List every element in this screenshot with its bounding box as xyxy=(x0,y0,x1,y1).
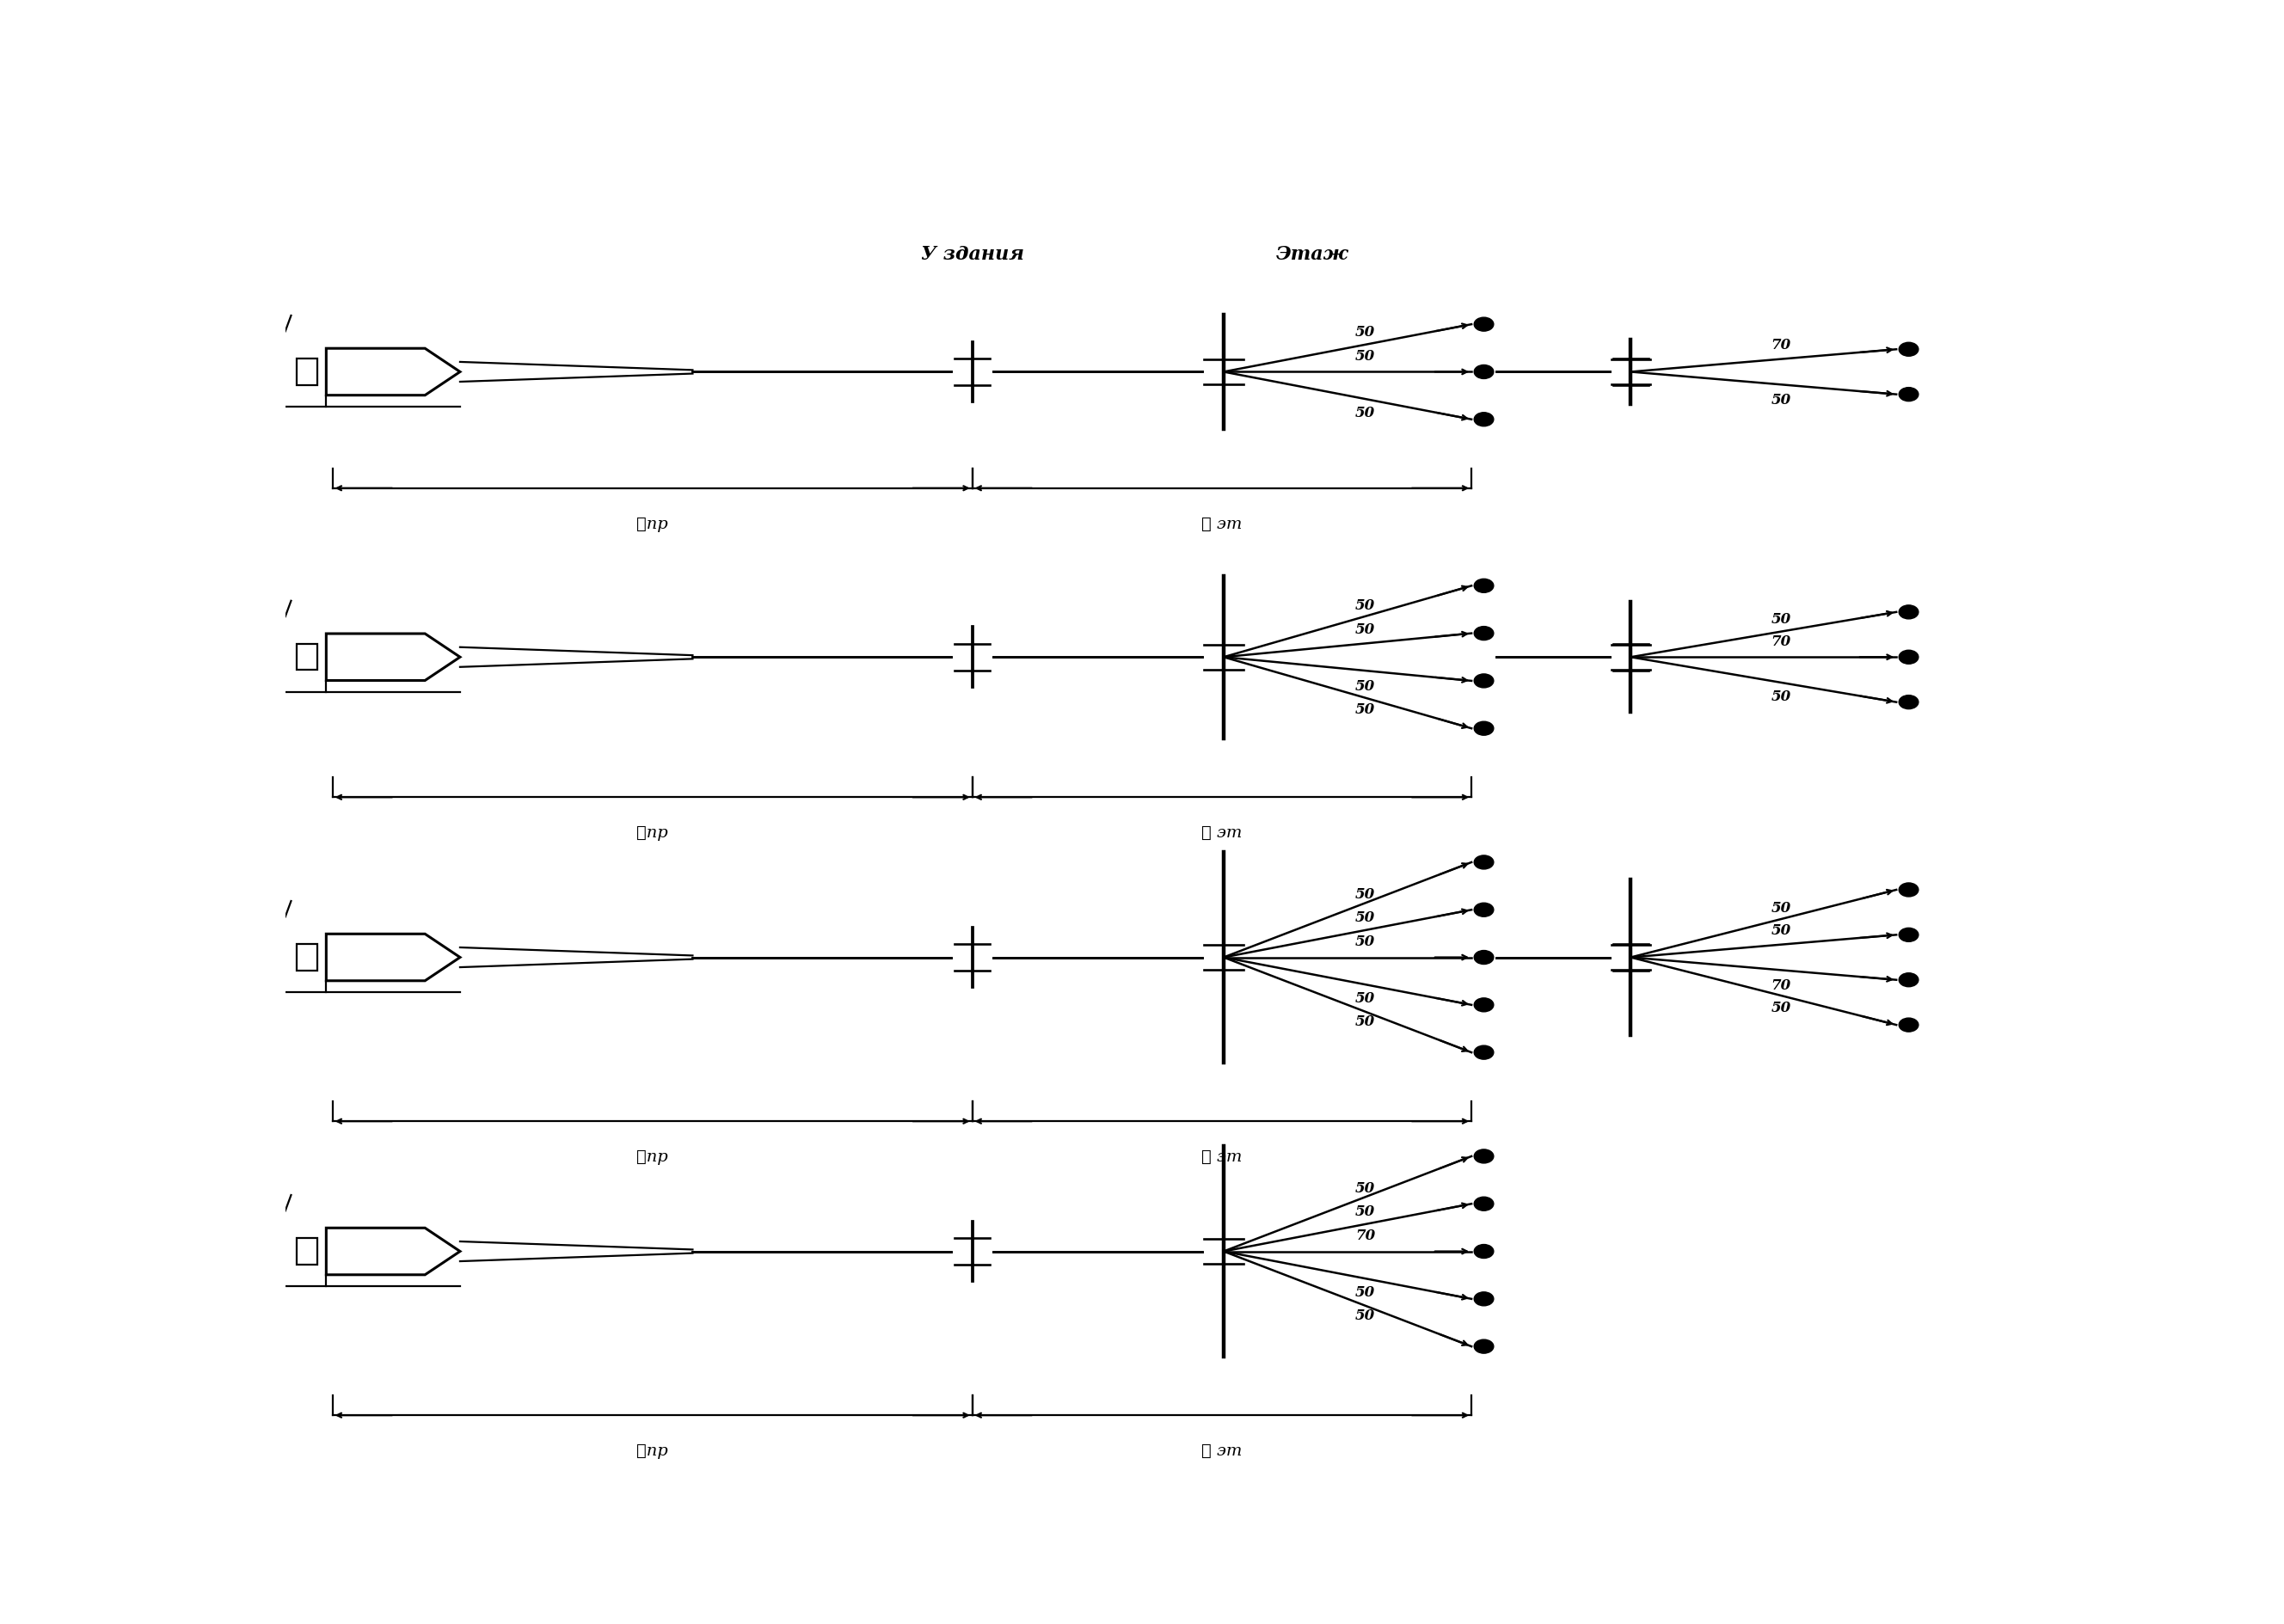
Circle shape xyxy=(1898,388,1919,401)
Text: 50: 50 xyxy=(1354,349,1375,364)
Text: ℓ эт: ℓ эт xyxy=(1201,1150,1242,1164)
Text: 50: 50 xyxy=(1354,598,1375,612)
Text: 50: 50 xyxy=(1770,689,1791,703)
Text: 50: 50 xyxy=(1770,612,1791,627)
Text: ℓ эт: ℓ эт xyxy=(1201,516,1242,531)
Text: 50: 50 xyxy=(1354,1307,1375,1322)
Text: 50: 50 xyxy=(1354,1181,1375,1195)
Text: ℓпр: ℓпр xyxy=(637,825,669,841)
Circle shape xyxy=(1473,856,1494,869)
Circle shape xyxy=(1473,318,1494,331)
Polygon shape xyxy=(199,361,233,411)
Text: 50: 50 xyxy=(1354,887,1375,901)
Circle shape xyxy=(1473,1244,1494,1259)
Text: 50: 50 xyxy=(1354,404,1375,419)
Circle shape xyxy=(1898,695,1919,710)
Circle shape xyxy=(1473,365,1494,380)
Text: 70: 70 xyxy=(1770,338,1791,352)
Circle shape xyxy=(1473,1293,1494,1306)
Text: 50: 50 xyxy=(1354,702,1375,716)
Bar xyxy=(297,945,317,971)
Circle shape xyxy=(1473,674,1494,689)
Text: 50: 50 xyxy=(1770,1000,1791,1015)
Circle shape xyxy=(1473,1046,1494,1059)
Text: У здания: У здания xyxy=(920,245,1023,263)
Circle shape xyxy=(1473,950,1494,965)
Circle shape xyxy=(1473,999,1494,1012)
Circle shape xyxy=(1898,929,1919,942)
Circle shape xyxy=(1898,973,1919,987)
Text: 50: 50 xyxy=(1354,325,1375,339)
Text: 50: 50 xyxy=(1354,1205,1375,1220)
Text: Этаж: Этаж xyxy=(1277,245,1348,263)
Bar xyxy=(297,645,317,671)
Text: 70: 70 xyxy=(1770,633,1791,648)
Circle shape xyxy=(1898,606,1919,619)
Text: 50: 50 xyxy=(1770,900,1791,914)
Circle shape xyxy=(1473,723,1494,736)
Text: 70: 70 xyxy=(1770,978,1791,992)
Text: 70: 70 xyxy=(1354,1228,1375,1242)
Text: 50: 50 xyxy=(1770,393,1791,408)
Polygon shape xyxy=(199,947,233,996)
Circle shape xyxy=(1473,1197,1494,1212)
Text: 50: 50 xyxy=(1354,1013,1375,1028)
Circle shape xyxy=(1473,903,1494,918)
Circle shape xyxy=(1473,580,1494,593)
Text: 50: 50 xyxy=(1354,911,1375,926)
Circle shape xyxy=(1473,412,1494,427)
Circle shape xyxy=(1898,651,1919,664)
Text: 50: 50 xyxy=(1354,679,1375,693)
Text: ℓ эт: ℓ эт xyxy=(1201,825,1242,841)
Polygon shape xyxy=(199,1241,233,1289)
Circle shape xyxy=(1473,1150,1494,1163)
Text: ℓпр: ℓпр xyxy=(637,1150,669,1164)
Circle shape xyxy=(1473,627,1494,641)
Bar xyxy=(297,1239,317,1265)
Text: 50: 50 xyxy=(1354,991,1375,1005)
Text: ℓпр: ℓпр xyxy=(637,1442,669,1458)
Text: 50: 50 xyxy=(1770,922,1791,937)
Circle shape xyxy=(1898,1018,1919,1033)
Circle shape xyxy=(1473,1340,1494,1353)
Text: 50: 50 xyxy=(1354,1285,1375,1299)
Text: 50: 50 xyxy=(1354,622,1375,637)
Text: ℓпр: ℓпр xyxy=(637,516,669,531)
Circle shape xyxy=(1898,343,1919,357)
Bar xyxy=(297,359,317,385)
Text: ℓ эт: ℓ эт xyxy=(1201,1442,1242,1458)
Polygon shape xyxy=(199,646,233,695)
Text: 50: 50 xyxy=(1354,934,1375,948)
Circle shape xyxy=(1898,883,1919,896)
